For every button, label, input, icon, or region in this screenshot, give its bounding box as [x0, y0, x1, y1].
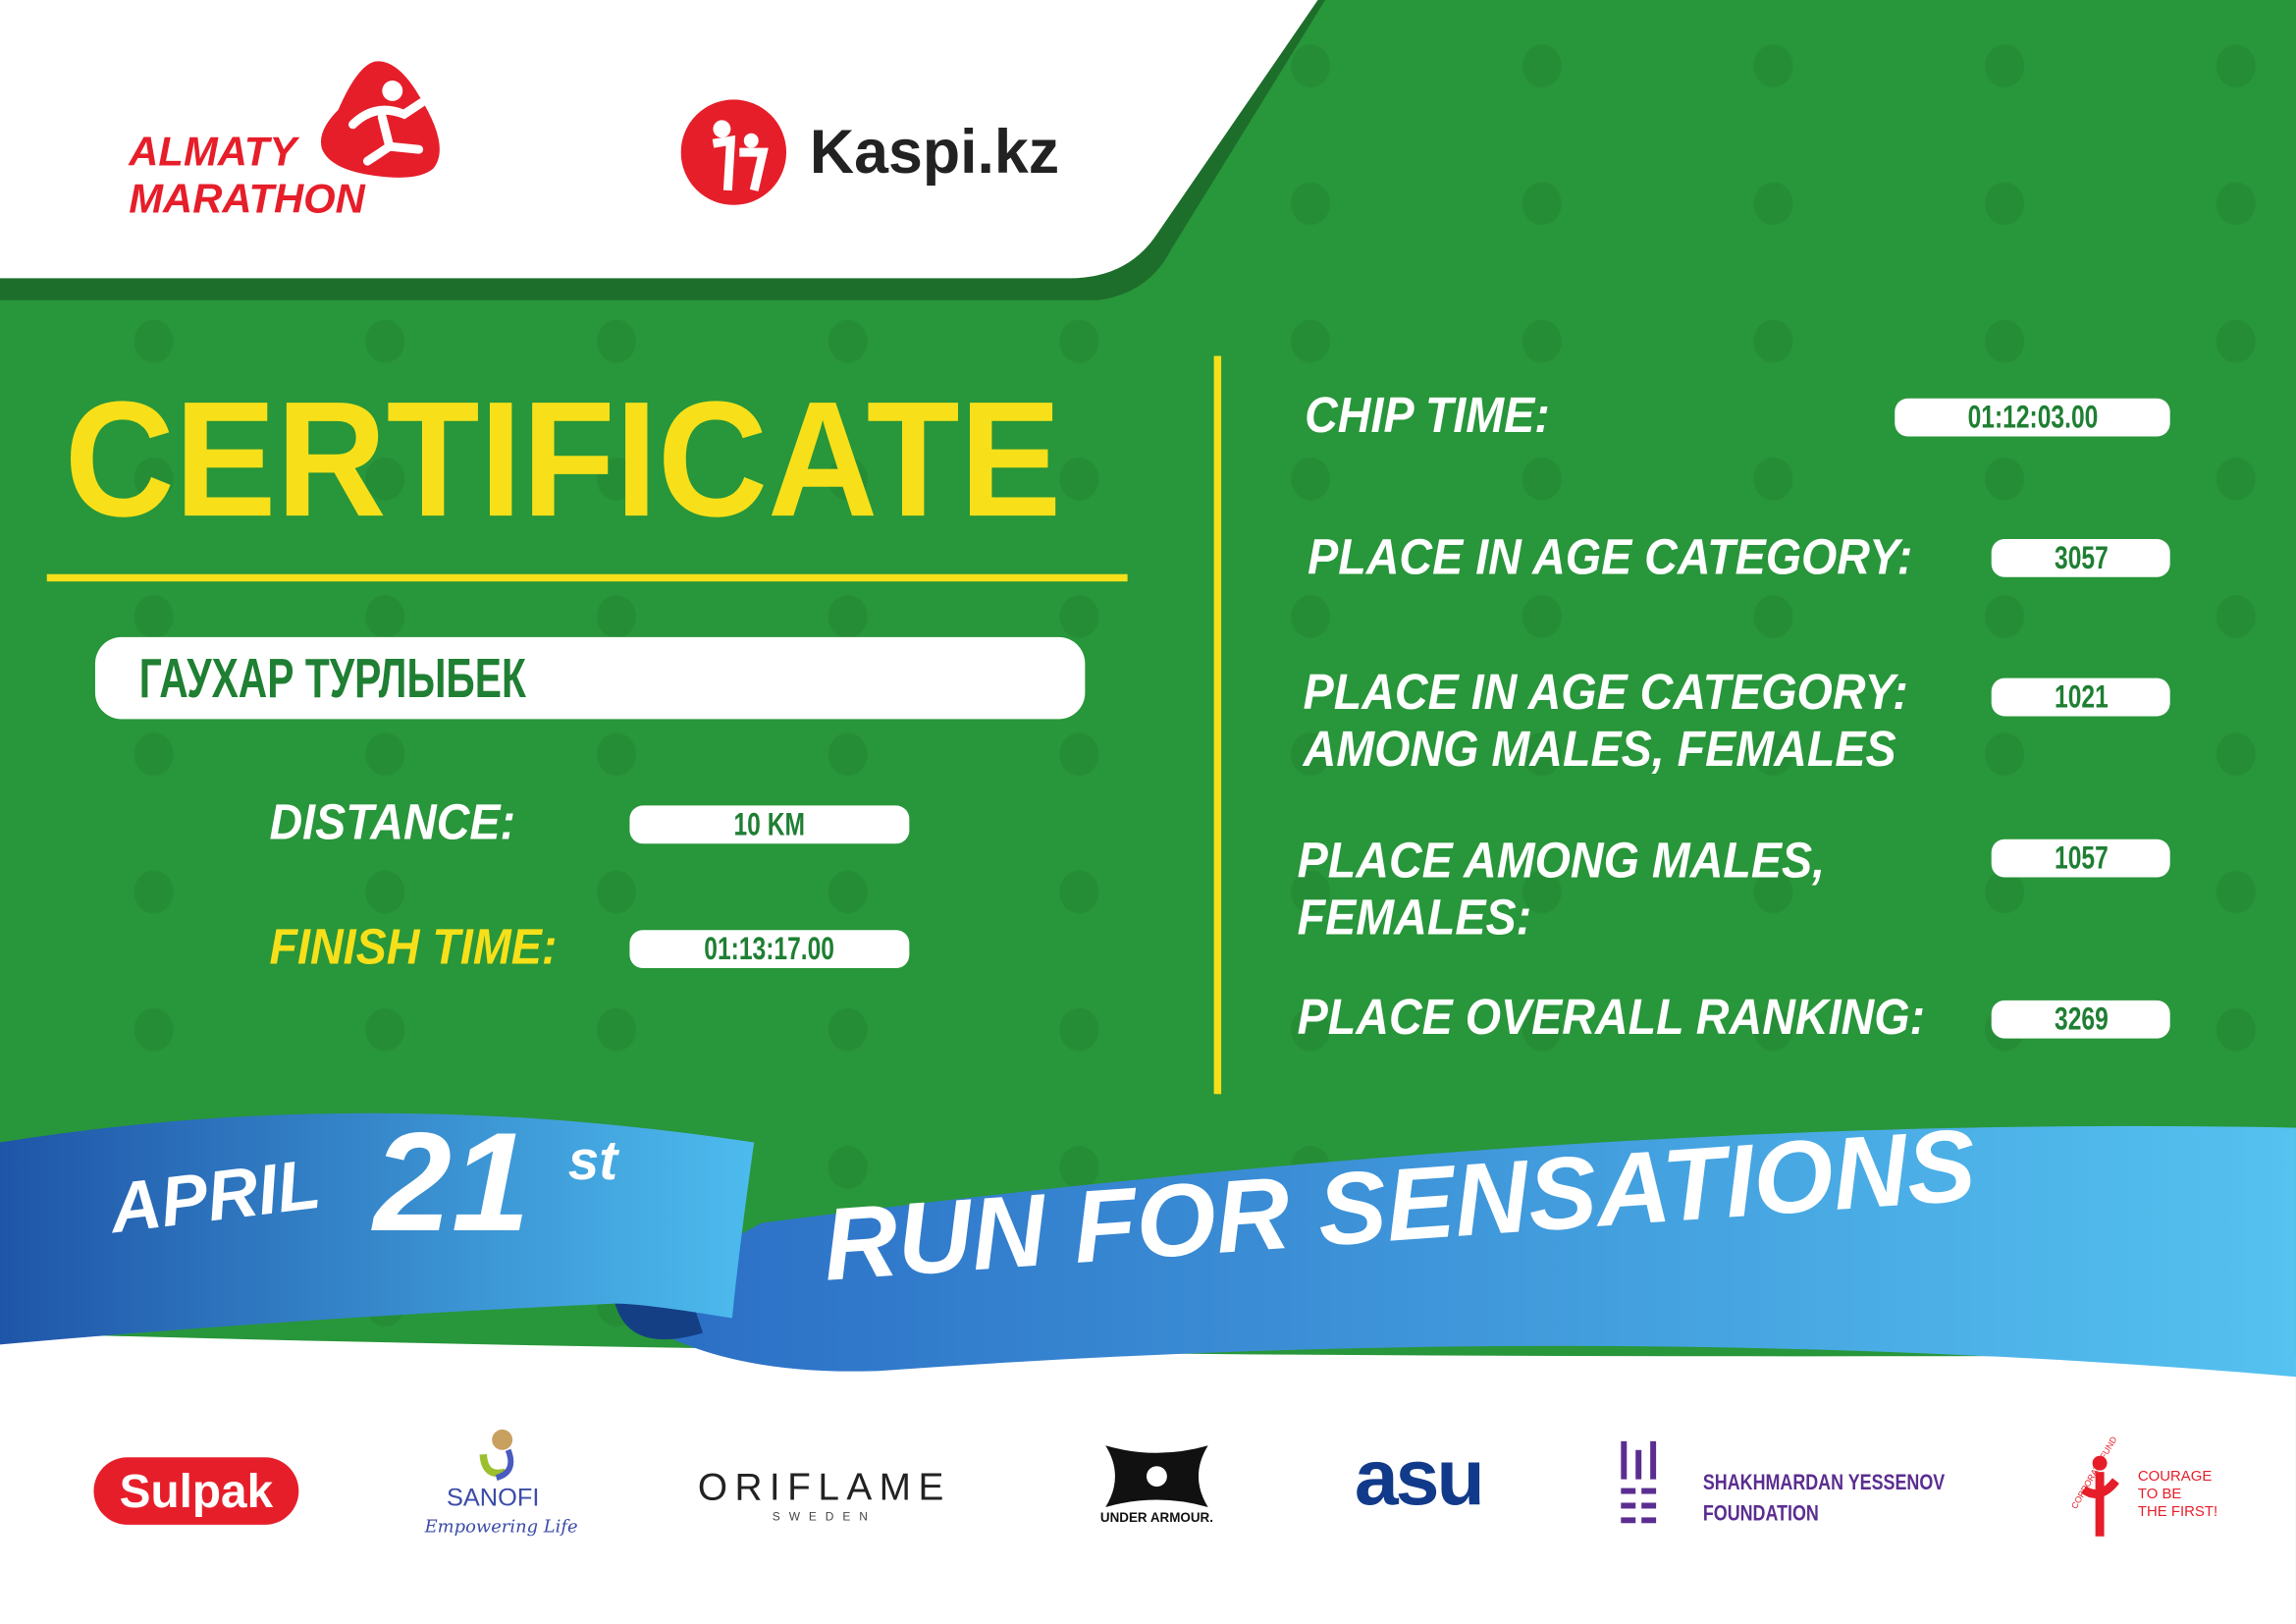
age-category-gender-value: 1021 [2054, 677, 2109, 715]
date-day: 21 [373, 1104, 530, 1262]
courage-line3: THE FIRST! [2137, 1503, 2218, 1521]
sulpak-text: Sulpak [119, 1464, 274, 1518]
gender-place-box: 1057 [1991, 839, 2170, 878]
yessenov-line1: SHAKHMARDAN YESSENOV [1702, 1470, 1946, 1496]
kaspi-logo: Kaspi.kz [680, 99, 1059, 212]
finish-time-value: 01:13:17.00 [704, 930, 835, 967]
divider-line [1213, 355, 1222, 1095]
finish-time-label: FINISH TIME: [269, 919, 558, 976]
courage-fund-logo: CORPORATE FUND COURAGE TO BE THE FIRST! [2055, 1435, 2217, 1542]
runner-icon [320, 61, 440, 178]
oriflame-sub: SWEDEN [772, 1509, 877, 1524]
distance-label: DISTANCE: [269, 794, 516, 851]
sanofi-text: SANOFI [446, 1484, 540, 1512]
yessenov-emblem-icon [1621, 1440, 1657, 1524]
logo-text: ALMATY MARATHON [129, 129, 365, 222]
gender-place-label: PLACE AMONG MALES, FEMALES: [1297, 833, 1826, 947]
chip-time-value: 01:12:03.00 [1967, 398, 2098, 436]
title-underline [46, 573, 1128, 582]
chip-time-box: 01:12:03.00 [1895, 398, 2170, 437]
finish-time-box: 01:13:17.00 [629, 930, 910, 969]
age-category-gender-label: PLACE IN AGE CATEGORY: AMONG MALES, FEMA… [1303, 665, 1908, 779]
overall-ranking-value: 3269 [2054, 1000, 2109, 1038]
sanofi-emblem-icon [479, 1429, 514, 1481]
kaspi-text: Kaspi.kz [809, 117, 1060, 187]
header-background [0, 0, 1325, 300]
sanofi-logo: SANOFI Empowering Life [425, 1428, 586, 1544]
age-category-gender-box: 1021 [1991, 677, 2170, 717]
distance-value-box: 10 KM [629, 805, 910, 844]
chip-time-label: CHIP TIME: [1305, 388, 1550, 444]
under-armour-text: UNDER ARMOUR. [1099, 1509, 1213, 1525]
under-armour-icon [1105, 1445, 1208, 1507]
sulpak-logo: Sulpak [93, 1457, 299, 1525]
distance-value: 10 KM [733, 805, 806, 842]
oriflame-text: ORIFLAME [697, 1464, 951, 1509]
overall-ranking-box: 3269 [1991, 1000, 2170, 1039]
date-suffix: st [567, 1130, 618, 1193]
almaty-marathon-logo: ALMATY MARATHON [129, 59, 451, 232]
kaspi-emblem-icon [680, 99, 787, 205]
courage-figure-icon [2081, 1455, 2119, 1537]
under-armour-logo: UNDER ARMOUR. [1076, 1442, 1237, 1525]
yessenov-text: SHAKHMARDAN YESSENOV FOUNDATION [1703, 1468, 1945, 1530]
asu-logo: asu [1354, 1434, 1485, 1522]
logo-line1: ALMATY [129, 129, 297, 175]
yessenov-logo: SHAKHMARDAN YESSENOV FOUNDATION [1618, 1438, 1945, 1531]
gender-place-value: 1057 [2054, 839, 2109, 877]
certificate-title: CERTIFICATE [64, 367, 1062, 551]
overall-ranking-label: PLACE OVERALL RANKING: [1297, 990, 1926, 1047]
name-field: ГАУХАР ТУРЛЫБЕК [94, 636, 1086, 720]
logo-line2: MARATHON [129, 176, 365, 222]
courage-line2: TO BE [2137, 1487, 2182, 1503]
age-category-label: PLACE IN AGE CATEGORY: [1308, 529, 1913, 586]
sanofi-tagline: Empowering Life [424, 1515, 578, 1537]
oriflame-logo: ORIFLAME SWEDEN [691, 1465, 957, 1524]
yessenov-line2: FOUNDATION [1702, 1500, 1819, 1527]
participant-name: ГАУХАР ТУРЛЫБЕК [138, 648, 526, 711]
age-category-box: 3057 [1991, 538, 2170, 577]
age-category-value: 3057 [2054, 538, 2109, 576]
courage-line1: COURAGE [2137, 1469, 2213, 1486]
courage-text: COURAGE TO BE THE FIRST! [2138, 1469, 2217, 1522]
